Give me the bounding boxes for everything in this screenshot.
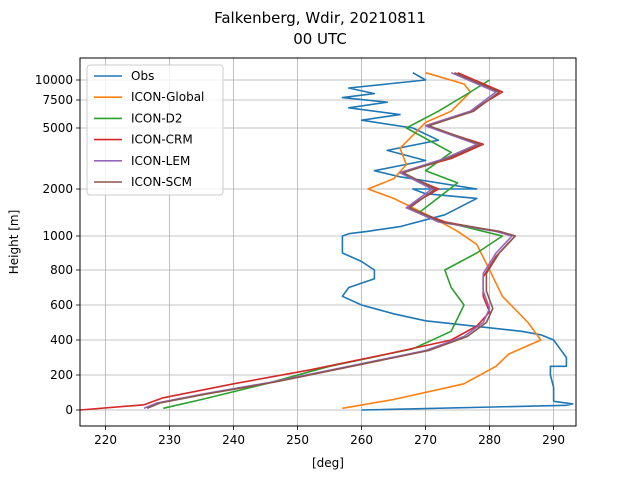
legend-label: ICON-SCM bbox=[131, 175, 192, 189]
legend-label: ICON-D2 bbox=[131, 111, 183, 125]
x-tick-label: 240 bbox=[222, 433, 245, 447]
x-tick-label: 220 bbox=[94, 433, 117, 447]
y-axis-label: Height [m] bbox=[7, 210, 21, 275]
series-lines bbox=[79, 71, 574, 411]
x-tick-label: 260 bbox=[350, 433, 373, 447]
y-tick-label: 200 bbox=[50, 368, 73, 382]
plot-frame bbox=[79, 57, 577, 427]
y-tick-label: 5000 bbox=[42, 121, 73, 135]
x-tick-label: 270 bbox=[414, 433, 437, 447]
legend-label: ICON-Global bbox=[131, 90, 204, 104]
y-tick-label: 7500 bbox=[42, 93, 73, 107]
chart-subtitle: 00 UTC bbox=[293, 30, 347, 48]
series-line-icon-scm bbox=[146, 71, 517, 410]
grid bbox=[80, 58, 576, 426]
chart-title: Falkenberg, Wdir, 20210811 bbox=[214, 9, 426, 27]
legend-label: ICON-CRM bbox=[131, 133, 193, 147]
x-tick-label: 290 bbox=[542, 433, 565, 447]
y-tick-label: 0 bbox=[65, 403, 73, 417]
y-tick-label: 400 bbox=[50, 333, 73, 347]
x-tick-label: 230 bbox=[158, 433, 181, 447]
y-tick-label: 800 bbox=[50, 263, 73, 277]
series-line-obs bbox=[341, 72, 574, 411]
legend: Obs ICON-Global ICON-D2 ICON-CRM ICON-LEM ICO… bbox=[86, 64, 224, 196]
legend-label: ICON-LEM bbox=[131, 154, 190, 168]
axis-ticks: 220 230 240 250 260 270 280 290 0 200 400 600 800 100… bbox=[35, 73, 565, 447]
x-tick-label: 250 bbox=[286, 433, 309, 447]
y-tick-label: 1000 bbox=[42, 229, 73, 243]
legend-label: Obs bbox=[131, 69, 154, 83]
y-tick-label: 10000 bbox=[35, 73, 73, 87]
series-line-icon-global bbox=[342, 71, 542, 410]
y-tick-label: 2000 bbox=[42, 182, 73, 196]
x-axis-label: [deg] bbox=[312, 456, 344, 470]
y-tick-label: 600 bbox=[50, 298, 73, 312]
x-tick-label: 280 bbox=[478, 433, 501, 447]
